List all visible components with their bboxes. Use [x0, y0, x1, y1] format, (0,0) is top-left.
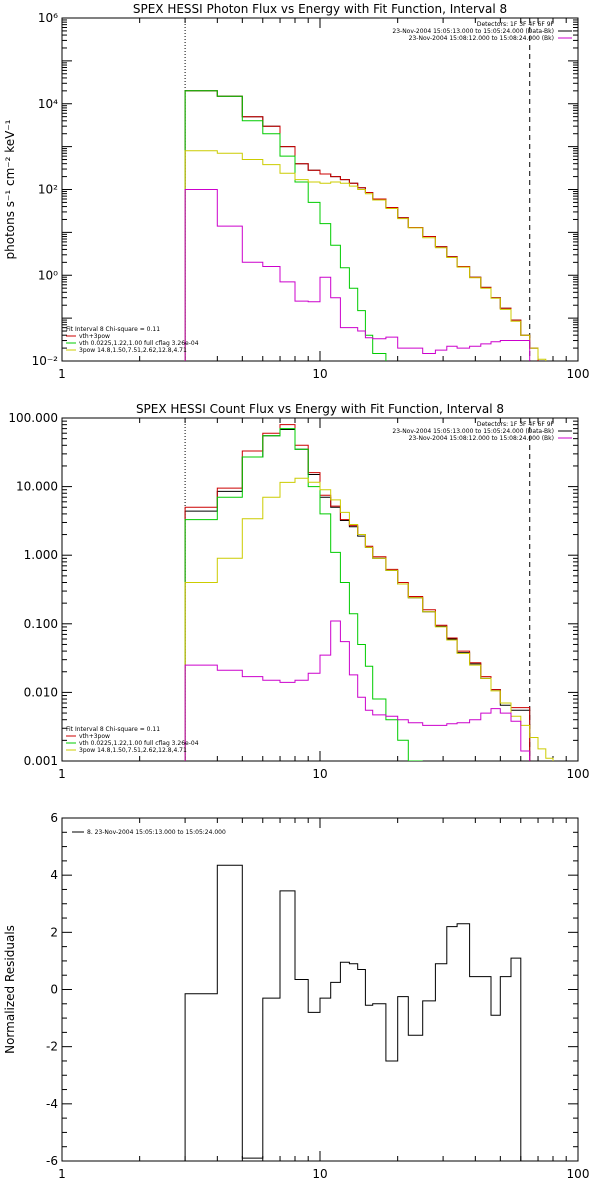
y-tick-label: 0.001: [24, 754, 58, 768]
legend-bottom-text: Fit Interval 8 Chi-square = 0.11: [66, 726, 160, 733]
x-tick-label: 1: [58, 1167, 66, 1181]
y-tick-label: -6: [46, 1154, 58, 1168]
y-tick-label: 4: [50, 868, 58, 882]
legend-top-text: 23-Nov-2004 15:08:12.000 to 15:08:24.000…: [409, 35, 554, 42]
legend-bottom-text: vth 0.0225,1.22,1.00 full cflag 3.26e-04: [79, 740, 199, 747]
chart-panel-1: SPEX HESSI Photon Flux vs Energy with Fi…: [3, 2, 589, 381]
x-tick-label: 100: [567, 767, 590, 781]
legend-top-text: 23-Nov-2004 15:05:13.000 to 15:05:24.000…: [392, 428, 554, 435]
y-tick-label: 10⁰: [38, 268, 58, 282]
y-axis-label: photons s⁻¹ cm⁻² keV⁻¹: [3, 119, 17, 259]
data-series-5: [184, 620, 531, 761]
series-group: [184, 90, 554, 361]
legend-bottom-text: 3pow 14.8,1.50,7.51,2.62,12.8,4.71: [79, 747, 187, 754]
chart-title: SPEX HESSI Count Flux vs Energy with Fit…: [136, 402, 504, 416]
y-tick-label: 100.000: [8, 411, 58, 425]
series-group: [184, 424, 567, 761]
legend-top-text: 23-Nov-2004 15:05:13.000 to 15:05:24.000…: [392, 28, 554, 35]
y-tick-label: 0: [50, 983, 58, 997]
y-tick-label: 10.000: [16, 480, 58, 494]
legend-bottom-text: 3pow 14.8,1.50,7.51,2.62,12.8,4.71: [79, 347, 187, 354]
y-tick-label: 6: [50, 811, 58, 825]
y-axis-label: Normalized Residuals: [3, 925, 17, 1054]
legend-inset-text: 8. 23-Nov-2004 15:05:13.000 to 15:05:24.…: [87, 829, 226, 836]
y-tick-label: -4: [46, 1097, 58, 1111]
legend-bottom-text: Fit Interval 8 Chi-square = 0.11: [66, 326, 160, 333]
y-tick-label: 0.010: [24, 685, 58, 699]
legend-bottom-text: vth+3pow: [79, 333, 110, 340]
x-tick-label: 10: [312, 367, 327, 381]
legend-bottom-text: vth+3pow: [79, 733, 110, 740]
x-tick-label: 100: [567, 367, 590, 381]
x-tick-label: 10: [312, 1167, 327, 1181]
legend-top-text: Detectors: 1F 3F 4F 6F 9F: [477, 421, 555, 428]
data-series-5: [184, 189, 531, 361]
data-series-1: [184, 864, 522, 1161]
x-tick-label: 100: [567, 1167, 590, 1181]
chart-title: SPEX HESSI Photon Flux vs Energy with Fi…: [133, 2, 507, 16]
chart-panel-3: 1 10 100 -6 -4 -2 0 2 4 6 Normalized Residuals 8. 2…: [3, 811, 589, 1181]
y-tick-label: 1.000: [24, 548, 58, 562]
data-series-4: [184, 150, 554, 361]
legend-bottom-text: vth 0.0225,1.22,1.00 full cflag 3.26e-04: [79, 340, 199, 347]
series-group: [184, 864, 522, 1161]
legend-top-text: 23-Nov-2004 15:08:12.000 to 15:08:24.000…: [409, 435, 554, 442]
y-tick-label: 10⁴: [38, 97, 58, 111]
y-tick-label: 2: [50, 925, 58, 939]
y-tick-label: 10⁶: [38, 11, 58, 25]
data-series-3: [184, 428, 423, 761]
legend-top-text: Detectors: 1F 3F 4F 6F 9F: [477, 21, 555, 28]
x-tick-label: 10: [312, 767, 327, 781]
x-tick-label: 1: [58, 367, 66, 381]
data-series-1: [184, 429, 531, 761]
chart-panel-2: SPEX HESSI Count Flux vs Energy with Fit…: [8, 402, 589, 781]
y-tick-label: 0.100: [24, 617, 58, 631]
y-tick-label: 10⁻²: [32, 354, 59, 368]
x-tick-label: 1: [58, 767, 66, 781]
y-tick-label: 10²: [38, 183, 58, 197]
data-series-4: [184, 477, 567, 761]
y-tick-label: -2: [46, 1040, 58, 1054]
data-series-3: [184, 90, 399, 361]
data-series-2: [184, 424, 531, 761]
